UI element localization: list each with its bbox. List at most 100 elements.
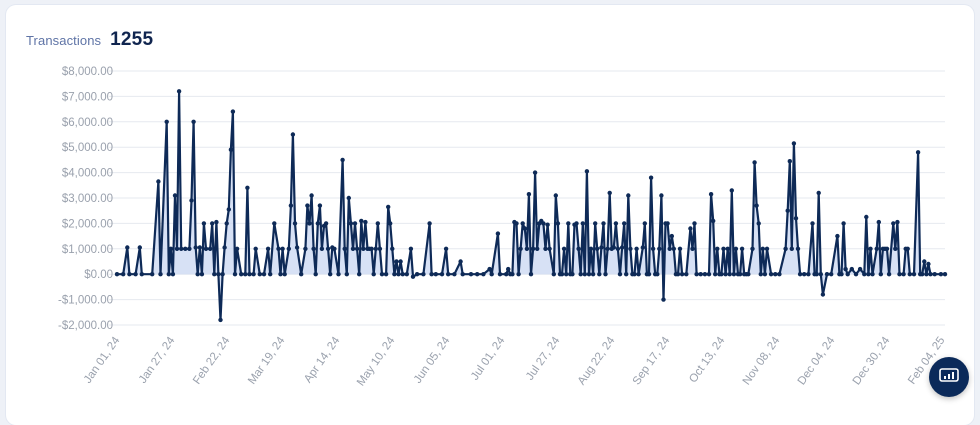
data-point <box>168 246 173 251</box>
data-point <box>340 157 345 163</box>
data-point <box>133 272 138 277</box>
data-point <box>702 272 708 277</box>
y-tick-label: $1,000.00 <box>62 244 113 256</box>
data-point <box>723 272 728 277</box>
card-header: Transactions 1255 <box>26 29 153 51</box>
data-point <box>814 272 819 277</box>
data-point <box>460 272 465 277</box>
data-point <box>690 246 695 251</box>
y-tick-label: $6,000.00 <box>62 117 113 129</box>
data-point <box>386 204 391 210</box>
data-point <box>576 246 581 251</box>
data-point <box>371 272 376 277</box>
data-point <box>392 272 397 277</box>
data-point <box>276 246 281 251</box>
data-point <box>758 272 763 277</box>
data-point <box>313 272 318 277</box>
data-point <box>342 246 347 251</box>
data-point <box>305 203 310 208</box>
data-point <box>692 221 697 226</box>
data-point <box>884 246 890 251</box>
data-point <box>626 193 631 198</box>
data-point <box>212 272 217 277</box>
data-point <box>795 246 801 251</box>
data-point <box>518 246 523 251</box>
data-point <box>208 246 213 251</box>
data-point <box>622 221 627 226</box>
data-point <box>928 272 933 277</box>
data-point <box>439 272 445 277</box>
data-point <box>634 246 639 251</box>
data-point <box>156 179 161 184</box>
data-point <box>624 272 629 277</box>
data-point <box>806 272 811 277</box>
data-point <box>706 272 712 277</box>
x-tick-label: Oct 13, 24 <box>687 334 728 385</box>
data-point <box>915 150 921 155</box>
data-point <box>684 272 689 277</box>
data-point <box>553 193 558 198</box>
data-point <box>876 219 881 225</box>
data-point <box>857 266 863 272</box>
data-point <box>309 193 314 198</box>
x-tick-label: Dec 30, 24 <box>851 334 893 387</box>
data-point <box>187 246 192 251</box>
data-point <box>862 272 867 277</box>
data-point <box>773 272 778 277</box>
data-point <box>379 272 385 277</box>
data-point <box>547 246 552 251</box>
data-point <box>849 266 854 272</box>
data-point <box>650 246 656 251</box>
data-point <box>239 272 244 277</box>
data-point <box>520 221 525 226</box>
x-tick-label: Apr 14, 24 <box>302 334 343 385</box>
data-point <box>516 272 521 277</box>
data-point <box>541 221 546 226</box>
y-tick-label: $5,000.00 <box>62 142 113 154</box>
data-point <box>170 272 176 277</box>
data-point <box>354 246 360 251</box>
y-tick-label: $2,000.00 <box>62 218 113 230</box>
data-point <box>731 272 737 277</box>
data-point <box>578 272 583 277</box>
data-point <box>179 246 184 251</box>
data-point <box>891 221 896 226</box>
data-point <box>226 207 231 212</box>
data-point <box>829 272 834 277</box>
data-point <box>346 195 351 201</box>
data-point <box>789 246 794 251</box>
data-point <box>584 169 590 174</box>
x-tick-label: May 10, 24 <box>355 334 398 388</box>
data-point <box>220 272 225 277</box>
data-point <box>762 272 768 277</box>
data-point <box>164 119 169 125</box>
data-point <box>336 272 341 277</box>
data-point <box>938 272 944 277</box>
data-point <box>543 246 548 251</box>
data-point <box>719 272 724 277</box>
data-point <box>514 221 519 226</box>
chart-card-button[interactable] <box>929 357 969 397</box>
data-point <box>232 272 238 277</box>
data-points <box>114 89 948 323</box>
data-point <box>820 292 826 297</box>
data-point <box>566 221 571 226</box>
data-point <box>607 190 612 196</box>
data-point <box>282 272 287 277</box>
data-point <box>739 246 745 251</box>
data-point <box>272 221 277 226</box>
data-point <box>617 272 623 277</box>
data-point <box>388 221 393 226</box>
data-point <box>669 233 674 239</box>
data-point <box>593 221 598 226</box>
data-point <box>595 246 600 251</box>
data-point <box>555 221 561 226</box>
data-point <box>396 272 401 277</box>
data-point <box>659 193 664 198</box>
data-point <box>764 246 770 251</box>
data-point <box>752 160 757 165</box>
data-point <box>348 221 354 226</box>
data-point <box>497 272 503 277</box>
data-point <box>926 261 931 267</box>
data-point <box>870 272 875 277</box>
